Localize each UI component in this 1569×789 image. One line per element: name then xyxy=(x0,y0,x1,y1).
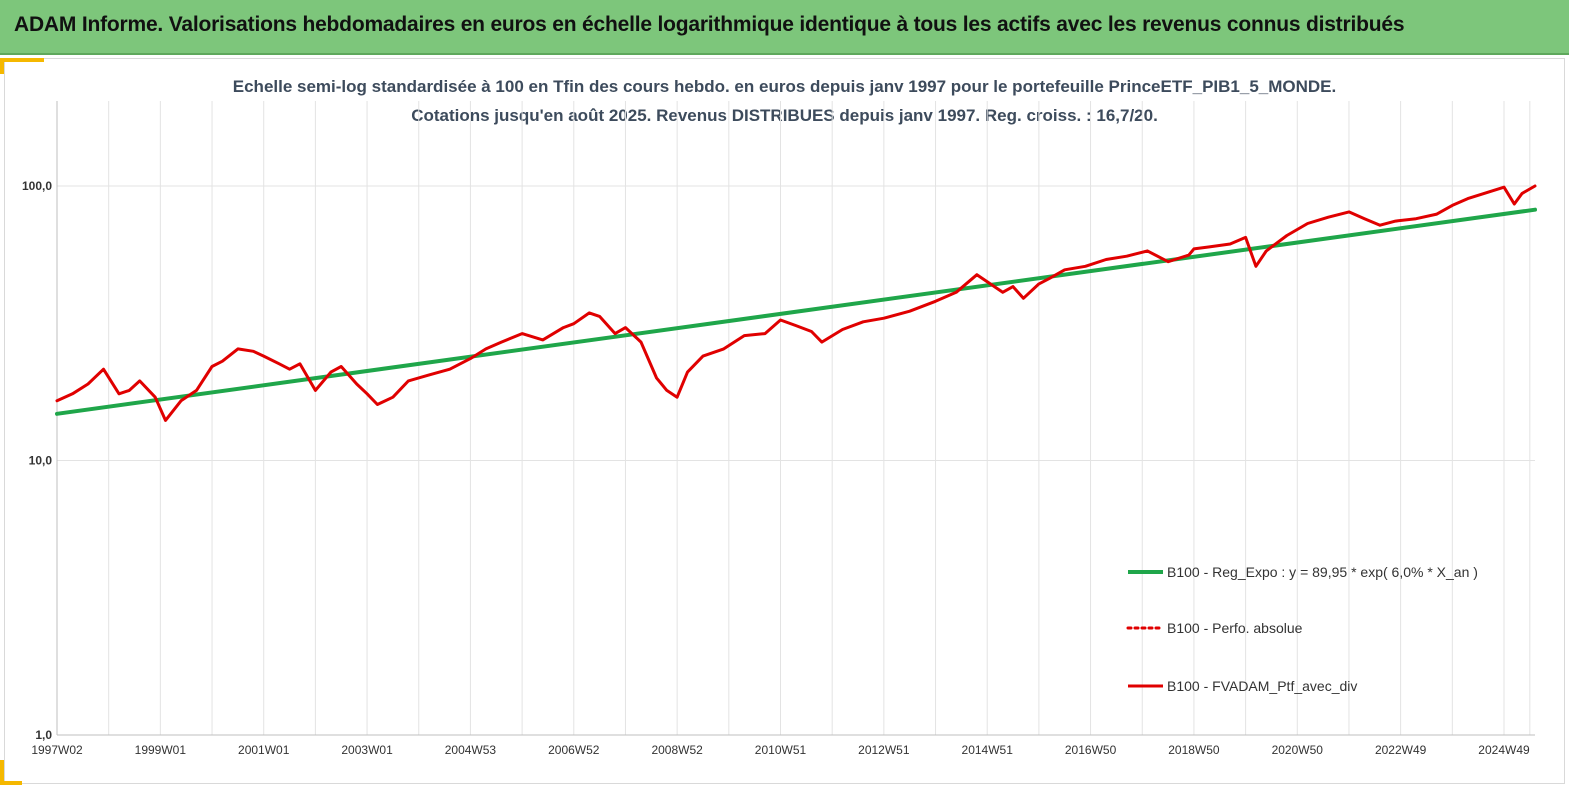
legend-label-1: B100 - Perfo. absolue xyxy=(1167,620,1303,636)
x-tick-label: 2003W01 xyxy=(341,743,393,757)
legend-layer: B100 - Reg_Expo : y = 89,95 * exp( 6,0% … xyxy=(1126,564,1478,694)
x-tick-label: 2006W52 xyxy=(548,743,600,757)
chart-title-line-2: Cotations jusqu'en août 2025. Revenus DI… xyxy=(411,106,1158,125)
series-line-0 xyxy=(55,207,1537,416)
chart-frame xyxy=(4,58,1565,784)
series-layer xyxy=(55,184,1537,422)
x-tick-label: 2024W49 xyxy=(1478,743,1530,757)
x-tick-label: 2012W51 xyxy=(858,743,910,757)
y-tick-label: 10,0 xyxy=(29,454,53,468)
corner-accent-top-vertical xyxy=(0,58,4,74)
x-tick-label: 2022W49 xyxy=(1375,743,1427,757)
legend-label-2: B100 - FVADAM_Ptf_avec_div xyxy=(1167,678,1357,694)
legend-label-0: B100 - Reg_Expo : y = 89,95 * exp( 6,0% … xyxy=(1167,564,1478,580)
y-tick-label: 1,0 xyxy=(35,728,52,742)
x-tick-label: 1999W01 xyxy=(135,743,187,757)
x-tick-label: 2016W50 xyxy=(1065,743,1117,757)
corner-accent-bottom xyxy=(0,781,22,785)
x-tick-label: 2018W50 xyxy=(1168,743,1220,757)
title-banner: ADAM Informe. Valorisations hebdomadaire… xyxy=(0,0,1569,55)
x-tick-label: 2020W50 xyxy=(1272,743,1324,757)
x-tick-label: 2004W53 xyxy=(445,743,497,757)
x-tick-label: 1997W02 xyxy=(31,743,83,757)
corner-accent-top xyxy=(0,58,44,62)
x-tick-label: 2014W51 xyxy=(962,743,1014,757)
chart-title-line-1: Echelle semi-log standardisée à 100 en T… xyxy=(232,77,1337,96)
x-tick-label: 2008W52 xyxy=(651,743,703,757)
grid-layer xyxy=(56,101,1535,736)
y-tick-label: 100,0 xyxy=(22,179,52,193)
corner-accent-bottom-vertical xyxy=(0,760,4,785)
banner-title: ADAM Informe. Valorisations hebdomadaire… xyxy=(14,13,1405,36)
series-line-2 xyxy=(55,184,1537,422)
x-tick-label: 2001W01 xyxy=(238,743,290,757)
x-tick-label: 2010W51 xyxy=(755,743,807,757)
